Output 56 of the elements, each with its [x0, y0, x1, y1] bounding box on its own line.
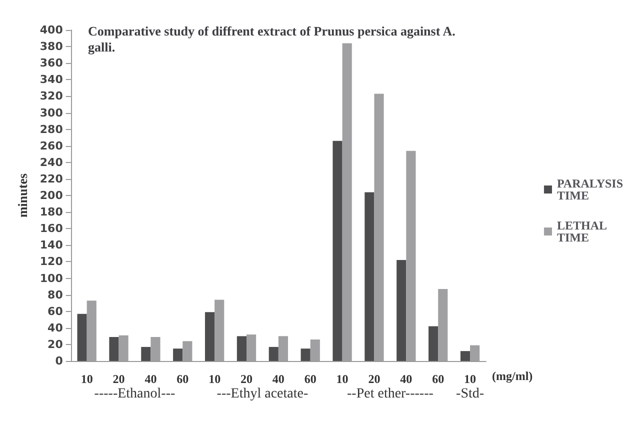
- x-tick-label: 10: [208, 372, 221, 386]
- y-tick-label: 300: [40, 106, 64, 120]
- text: --Pet ether------: [347, 386, 434, 402]
- bar: [396, 260, 406, 361]
- x-tick-label: 10: [336, 372, 348, 386]
- x-tick-label: 60: [176, 372, 189, 386]
- bar: [268, 346, 278, 361]
- chart-title: Comparative study of diffrent extract of Prunus persica against A. galli.: [88, 24, 459, 54]
- bar: [204, 312, 215, 361]
- y-tick-label: 260: [40, 139, 64, 152]
- y-tick-label: 340: [40, 73, 64, 86]
- x-tick-label: 40: [400, 372, 412, 386]
- y-tick-label: 280: [40, 122, 64, 136]
- y-tick-label: 220: [40, 172, 64, 186]
- bar: [141, 346, 151, 361]
- y-tick-label: 380: [40, 40, 64, 54]
- y-tick-label: 160: [40, 222, 64, 236]
- x-axis-title: (mg/ml): [492, 369, 533, 383]
- y-tick-label: 400: [40, 24, 64, 36]
- bar: [300, 348, 310, 361]
- y-tick-label: 240: [40, 156, 64, 169]
- x-tick-label: 20: [112, 372, 125, 386]
- y-tick-label: 100: [40, 272, 64, 285]
- text: ---Ethyl acetate-: [216, 386, 308, 402]
- y-tick-label: 360: [40, 56, 64, 70]
- y-axis-title: minutes: [15, 173, 30, 218]
- bar: [332, 140, 342, 361]
- y-tick-label: 200: [40, 189, 64, 202]
- y-tick-label: 20: [48, 338, 64, 351]
- bar: [460, 351, 470, 361]
- bar: [428, 326, 438, 361]
- bar: [236, 336, 246, 361]
- bar: [364, 192, 374, 361]
- y-tick-label: 320: [40, 90, 64, 103]
- x-tick-label: 10: [80, 372, 93, 386]
- legend-label: PARALYSIS TIME: [556, 176, 624, 202]
- x-tick-label: 20: [368, 372, 380, 386]
- bar: [77, 314, 87, 361]
- x-tick-label: 10: [464, 372, 476, 386]
- x-tick-label: 60: [304, 372, 316, 386]
- x-tick-label: 40: [144, 372, 157, 386]
- text: -----Ethanol---: [94, 386, 176, 402]
- y-tick-label: 60: [48, 304, 64, 318]
- legend-label: LETHAL TIME: [556, 218, 607, 244]
- y-tick-label: 120: [40, 255, 64, 268]
- x-tick-label: 40: [272, 372, 284, 386]
- x-tick-label: 20: [240, 372, 252, 386]
- y-tick-label: 180: [40, 206, 64, 219]
- text: -Std-: [456, 386, 484, 402]
- y-tick-label: 40: [48, 321, 64, 334]
- bar: [173, 348, 183, 361]
- y-tick-label: 140: [40, 238, 64, 252]
- bar: [109, 337, 119, 361]
- y-tick-label: 0: [55, 354, 64, 368]
- x-tick-label: 60: [432, 372, 444, 386]
- y-tick-label: 80: [48, 288, 64, 302]
